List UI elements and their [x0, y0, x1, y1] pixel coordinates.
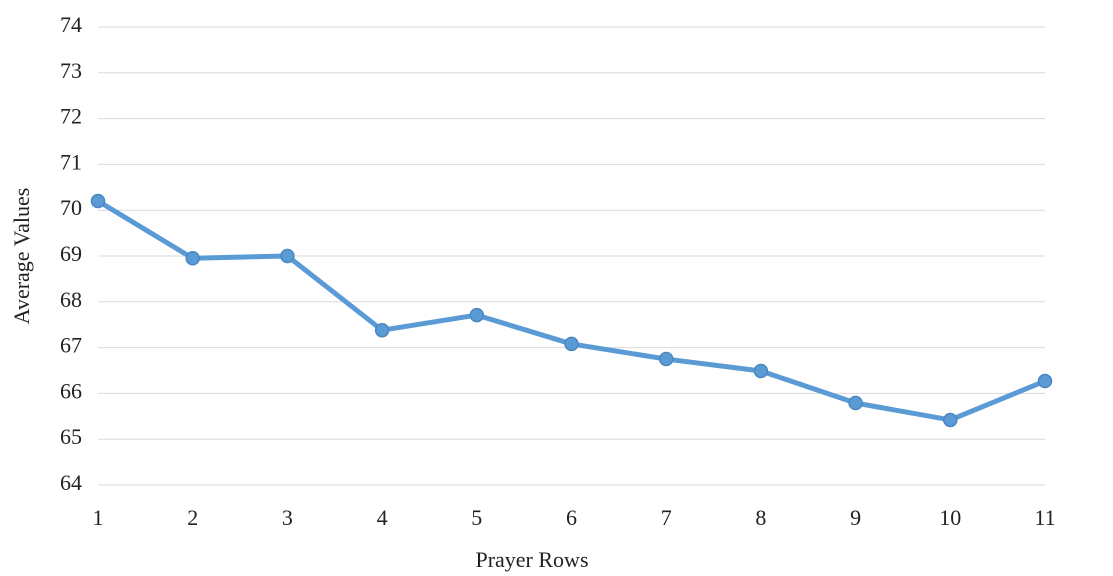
y-tick-label: 69 — [60, 241, 82, 266]
y-tick-label: 72 — [60, 104, 82, 129]
y-tick-label: 71 — [60, 149, 82, 174]
x-tick-label: 1 — [93, 505, 104, 530]
marker — [658, 351, 674, 367]
x-tick-label: 2 — [187, 505, 198, 530]
x-tick-label: 4 — [377, 505, 388, 530]
marker — [469, 307, 485, 323]
y-tick-label: 70 — [60, 195, 82, 220]
y-tick-label: 73 — [60, 58, 82, 83]
x-tick-label: 3 — [282, 505, 293, 530]
x-tick-label: 9 — [850, 505, 861, 530]
y-tick-label: 68 — [60, 287, 82, 312]
y-tick-label: 64 — [60, 470, 82, 495]
x-axis-label: Prayer Rows — [475, 547, 588, 572]
marker — [753, 363, 769, 379]
marker — [1037, 373, 1053, 389]
x-tick-label: 7 — [661, 505, 672, 530]
x-tick-label: 5 — [471, 505, 482, 530]
marker — [374, 322, 390, 338]
y-tick-label: 65 — [60, 424, 82, 449]
y-tick-label: 67 — [60, 333, 82, 358]
y-tick-label: 66 — [60, 378, 82, 403]
marker — [564, 336, 579, 352]
x-tick-label: 10 — [939, 505, 961, 530]
y-axis-label: Average Values — [9, 188, 34, 325]
x-tick-label: 11 — [1034, 505, 1055, 530]
x-tick-label: 8 — [755, 505, 766, 530]
marker — [90, 193, 106, 209]
y-tick-label: 74 — [60, 12, 82, 37]
marker — [943, 412, 958, 428]
marker — [280, 248, 295, 264]
line — [96, 198, 1046, 423]
x-tick-label: 6 — [566, 505, 577, 530]
marker — [848, 395, 863, 411]
marker — [185, 251, 200, 266]
